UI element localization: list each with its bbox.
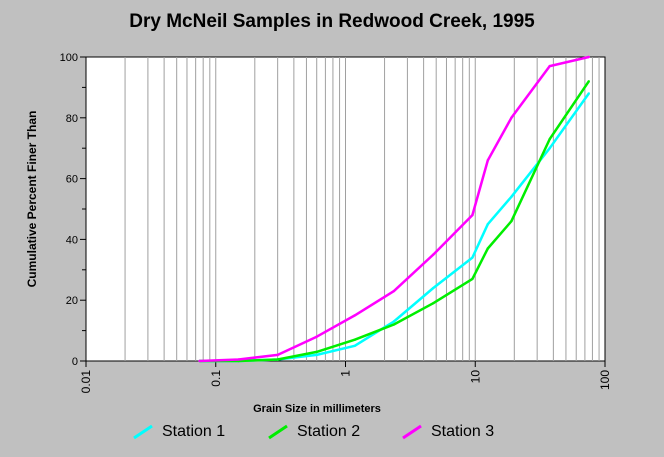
- data-point: [432, 253, 435, 256]
- data-point: [315, 350, 318, 354]
- data-point: [486, 159, 490, 162]
- label-layer: 0 20 40 60 80 100 0.01 0.1 1 10 100: [60, 52, 612, 393]
- grid-layer: [124, 57, 600, 361]
- data-point: [276, 358, 279, 361]
- legend: Station 1 Station 2 Station 3: [0, 421, 664, 443]
- data-point: [392, 289, 396, 293]
- data-point: [198, 359, 201, 363]
- data-point: [510, 195, 513, 199]
- tick-layer: [80, 56, 606, 367]
- legend-swatch-line: [133, 424, 153, 440]
- data-point: [315, 335, 318, 338]
- data-point: [587, 80, 590, 83]
- series-line: [199, 80, 590, 363]
- x-tick-label: 10: [468, 370, 482, 384]
- legend-item: Station 2: [267, 421, 360, 443]
- data-point: [510, 219, 513, 223]
- data-point: [237, 358, 240, 361]
- data-point: [587, 92, 590, 95]
- data-point: [353, 314, 357, 317]
- series-line: [199, 55, 590, 363]
- series-layer: [198, 55, 590, 363]
- y-tick-label: 60: [66, 174, 78, 186]
- data-point: [548, 137, 551, 141]
- legend-swatch-line: [268, 424, 288, 440]
- legend-swatch: [268, 424, 288, 440]
- data-point: [587, 55, 590, 59]
- chart-title: Dry McNeil Samples in Redwood Creek, 199…: [129, 11, 535, 32]
- data-point: [486, 223, 490, 226]
- y-tick-label: 0: [72, 356, 78, 368]
- x-tick-label: 0.1: [209, 370, 223, 387]
- x-axis-label: Grain Size in millimeters: [253, 403, 381, 415]
- data-point: [353, 344, 357, 347]
- data-point: [432, 302, 435, 305]
- data-point: [392, 323, 396, 326]
- data-point: [471, 213, 474, 217]
- data-point: [548, 147, 551, 150]
- data-point: [315, 353, 318, 357]
- y-axis-label: Cumulative Percent Finer Than: [25, 110, 39, 288]
- data-point: [486, 247, 490, 250]
- y-tick-label: 20: [66, 295, 78, 307]
- x-tick-label: 0.01: [79, 370, 93, 394]
- x-tick-label: 1: [339, 370, 353, 377]
- legend-item: Station 1: [132, 421, 225, 443]
- data-point: [432, 286, 435, 290]
- legend-label: Station 1: [162, 423, 226, 440]
- legend-item: Station 3: [401, 421, 494, 443]
- legend-swatch: [402, 424, 422, 440]
- legend-swatch-line: [402, 424, 422, 440]
- data-point: [471, 277, 474, 281]
- legend-label: Station 2: [297, 423, 361, 440]
- data-point: [276, 353, 279, 357]
- legend-swatch: [133, 424, 153, 440]
- data-point: [392, 320, 396, 323]
- data-point: [471, 256, 474, 259]
- y-tick-label: 80: [66, 113, 78, 125]
- data-point: [510, 116, 513, 120]
- y-tick-label: 100: [60, 52, 78, 64]
- data-point: [548, 64, 551, 68]
- x-tick-label: 100: [598, 370, 612, 390]
- y-tick-label: 40: [66, 234, 78, 246]
- data-point: [353, 338, 357, 341]
- legend-label: Station 3: [431, 423, 495, 440]
